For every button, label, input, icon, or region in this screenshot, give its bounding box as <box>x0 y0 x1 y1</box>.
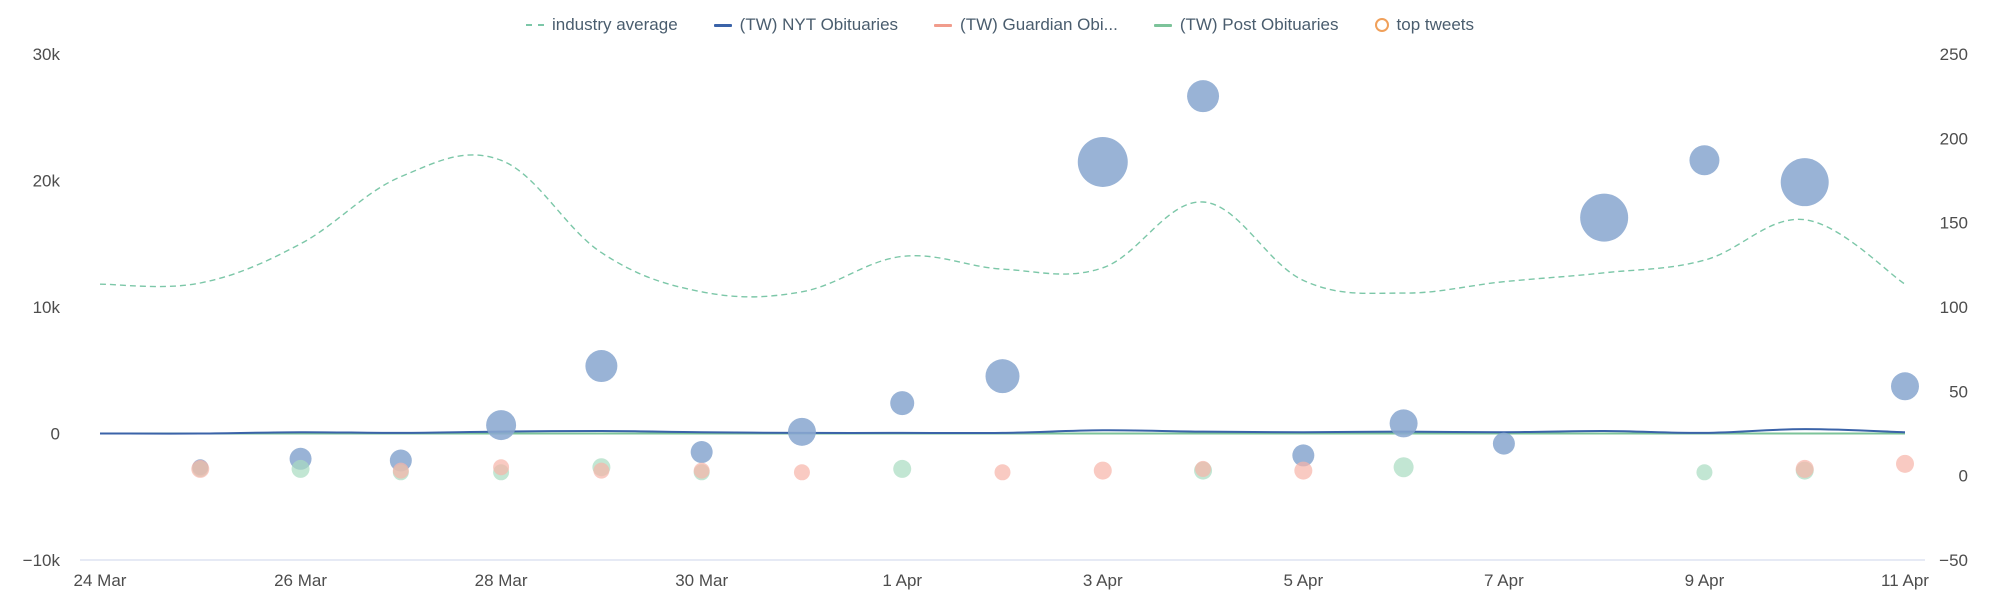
legend-label-nyt-obituaries: (TW) NYT Obituaries <box>739 15 899 34</box>
x-axis-tick-label: 1 Apr <box>882 571 922 590</box>
x-axis-tick-label: 30 Mar <box>675 571 728 590</box>
bubble-nyt <box>585 350 618 383</box>
bubble-guardian <box>793 464 810 481</box>
legend-item-nyt-obituaries[interactable]: (TW) NYT Obituaries <box>713 15 899 35</box>
left-axis-tick-label: 10k <box>33 298 61 317</box>
right-axis-tick-label: 0 <box>1959 467 1968 486</box>
dashed-line-icon <box>525 24 544 26</box>
bubble-nyt <box>1077 136 1128 187</box>
bubble-post <box>291 459 310 478</box>
bubble-guardian <box>693 462 710 479</box>
x-axis-tick-label: 5 Apr <box>1283 571 1323 590</box>
left-axis-tick-label: 20k <box>33 172 61 191</box>
circle-icon <box>1374 18 1389 32</box>
bubble-guardian <box>994 464 1011 481</box>
right-axis-tick-label: 200 <box>1940 129 1968 148</box>
bubble-nyt <box>1389 409 1418 438</box>
bubble-nyt <box>1780 158 1829 207</box>
bubble-guardian <box>1294 461 1313 480</box>
legend: industry average (TW) NYT Obituaries (TW… <box>0 10 2000 40</box>
bubble-nyt <box>787 417 816 446</box>
legend-item-top-tweets[interactable]: top tweets <box>1374 15 1475 35</box>
right-axis-tick-label: 50 <box>1949 382 1968 401</box>
bubble-guardian <box>1795 459 1814 478</box>
bubbles-layer <box>191 80 1919 481</box>
x-axis-tick-label: 7 Apr <box>1484 571 1524 590</box>
legend-label-post-obituaries: (TW) Post Obituaries <box>1179 15 1339 34</box>
bubble-nyt <box>1187 80 1220 113</box>
bubble-guardian <box>1195 460 1212 477</box>
line-icon <box>1153 23 1172 27</box>
bubble-post <box>1696 464 1713 481</box>
right-axis-tick-label: 150 <box>1940 214 1968 233</box>
x-axis-tick-label: 9 Apr <box>1685 571 1725 590</box>
bubble-nyt <box>890 391 915 416</box>
bubble-guardian <box>392 462 409 479</box>
bubble-nyt <box>1492 432 1515 455</box>
bubble-nyt <box>1689 145 1720 176</box>
x-axis-tick-label: 28 Mar <box>475 571 528 590</box>
right-axis-tick-label: 250 <box>1940 45 1968 64</box>
bubble-guardian <box>1896 454 1914 473</box>
series-layer <box>99 154 1906 435</box>
line-icon <box>713 23 732 27</box>
bubble-nyt <box>486 410 517 441</box>
series-line-industry-average <box>99 154 1906 298</box>
bubble-nyt <box>1580 193 1629 242</box>
bubble-nyt <box>1891 372 1919 401</box>
bubble-guardian <box>493 459 510 476</box>
legend-item-industry-average[interactable]: industry average <box>525 15 678 35</box>
x-axis-tick-label: 24 Mar <box>74 571 127 590</box>
bubble-guardian <box>1093 461 1112 480</box>
bubble-nyt <box>1292 444 1315 467</box>
x-axis-tick-label: 3 Apr <box>1083 571 1123 590</box>
bubble-nyt <box>690 441 713 464</box>
left-axis-tick-label: 0 <box>51 425 60 444</box>
bubble-guardian <box>593 462 610 479</box>
axes-layer: −10k 0 10k 20k 30k −50 0 50 100 150 200 250 24 Mar 26… <box>23 45 1968 590</box>
bubble-post <box>893 459 912 478</box>
legend-item-guardian-obituaries[interactable]: (TW) Guardian Obi... <box>934 15 1118 35</box>
x-axis-tick-label: 11 Apr <box>1881 571 1929 590</box>
bubble-post <box>1393 457 1414 478</box>
bubble-nyt <box>985 359 1020 394</box>
legend-item-post-obituaries[interactable]: (TW) Post Obituaries <box>1153 15 1339 35</box>
line-icon <box>934 23 953 27</box>
bubble-guardian <box>191 459 210 478</box>
legend-label-industry-average: industry average <box>551 15 678 34</box>
right-axis-tick-label: 100 <box>1940 298 1968 317</box>
legend-label-top-tweets: top tweets <box>1396 15 1475 34</box>
legend-label-guardian-obituaries: (TW) Guardian Obi... <box>960 15 1118 34</box>
x-axis-tick-label: 26 Mar <box>274 571 327 590</box>
left-axis-tick-label: −10k <box>23 551 61 570</box>
series-line-tw-nyt-obituaries <box>99 428 1906 435</box>
left-axis-tick-label: 30k <box>33 45 61 64</box>
right-axis-tick-label: −50 <box>1939 551 1968 570</box>
